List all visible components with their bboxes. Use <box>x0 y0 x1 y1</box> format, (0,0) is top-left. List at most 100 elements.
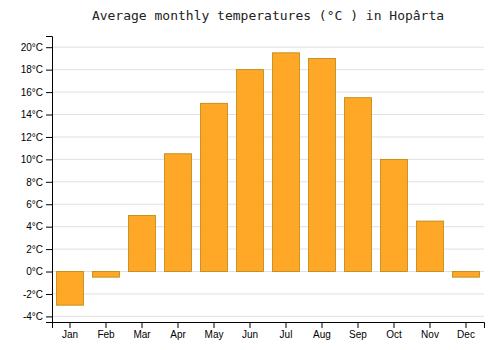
x-tick-label: Jul <box>280 329 293 340</box>
y-tick: 6°C <box>26 199 52 210</box>
y-tick: 8°C <box>26 177 52 188</box>
x-tick-mark <box>142 322 143 328</box>
x-tick-mark <box>358 322 359 328</box>
x-tick-mark <box>286 322 287 328</box>
y-axis-line <box>46 37 53 323</box>
y-tick: -4°C <box>23 311 52 322</box>
bar <box>273 53 300 272</box>
y-tick-mark <box>46 92 52 93</box>
x-tick-label: Dec <box>457 329 475 340</box>
x-tick: Oct <box>386 322 402 340</box>
y-tick-label: 12°C <box>21 132 43 143</box>
y-tick: 0°C <box>26 266 52 277</box>
y-tick: -2°C <box>23 289 52 300</box>
x-tick-mark <box>466 322 467 328</box>
y-tick-label: 4°C <box>26 221 43 232</box>
y-tick-label: 2°C <box>26 244 43 255</box>
bar <box>345 98 372 272</box>
y-tick: 4°C <box>26 221 52 232</box>
grid-line <box>52 181 484 182</box>
y-tick-mark <box>46 294 52 295</box>
x-tick-label: Oct <box>386 329 402 340</box>
y-tick-mark <box>46 47 52 48</box>
bars <box>57 53 480 305</box>
y-tick-label: 0°C <box>26 266 43 277</box>
y-tick: 18°C <box>21 64 52 75</box>
y-tick: 10°C <box>21 154 52 165</box>
y-tick: 16°C <box>21 87 52 98</box>
y-axis: -4°C -2°C 0°C 2°C 4°C 6°C 8°C 10°C 12°C 14°C 16°C 1… <box>21 37 53 323</box>
grid-line <box>52 204 484 205</box>
bar <box>93 272 120 278</box>
grid-line <box>52 69 484 70</box>
x-tick: Jan <box>62 322 78 340</box>
y-tick-label: -2°C <box>23 289 43 300</box>
x-tick-mark <box>250 322 251 328</box>
y-tick-mark <box>46 316 52 317</box>
x-tick: May <box>205 322 224 340</box>
x-tick: Nov <box>421 322 439 340</box>
x-tick: Jun <box>242 322 258 340</box>
x-tick: Aug <box>313 322 331 340</box>
x-tick-label: Sep <box>349 329 367 340</box>
x-tick-mark <box>70 322 71 328</box>
y-tick-label: 16°C <box>21 87 43 98</box>
y-tick: 14°C <box>21 109 52 120</box>
bar <box>417 221 444 271</box>
y-tick-label: 10°C <box>21 154 43 165</box>
y-tick-mark <box>46 159 52 160</box>
grid-line <box>52 47 484 48</box>
x-tick-label: Mar <box>133 329 151 340</box>
x-tick-mark <box>178 322 179 328</box>
bar <box>129 215 156 271</box>
grid-line <box>52 316 484 317</box>
y-tick: 12°C <box>21 132 52 143</box>
y-tick-label: 14°C <box>21 109 43 120</box>
x-tick-label: Nov <box>421 329 439 340</box>
grid <box>52 47 484 316</box>
y-tick-mark <box>46 272 52 273</box>
x-tick-mark <box>214 322 215 328</box>
bar <box>201 103 228 271</box>
y-tick-mark <box>46 204 52 205</box>
x-tick: Feb <box>97 322 115 340</box>
x-tick-label: Jan <box>62 329 78 340</box>
y-tick-mark <box>46 70 52 71</box>
grid-line <box>52 159 484 160</box>
x-tick-mark <box>106 322 107 328</box>
y-tick-label: 18°C <box>21 64 43 75</box>
x-tick-label: Apr <box>170 329 186 340</box>
x-tick: Sep <box>349 322 367 340</box>
x-tick-mark <box>394 322 395 328</box>
bar <box>237 70 264 272</box>
y-tick-label: 6°C <box>26 199 43 210</box>
y-tick-mark <box>46 137 52 138</box>
x-tick-mark <box>322 322 323 328</box>
y-tick: 20°C <box>21 42 52 53</box>
y-tick-mark <box>46 249 52 250</box>
grid-line <box>52 114 484 115</box>
x-tick: Dec <box>457 322 475 340</box>
x-tick-label: Jun <box>242 329 258 340</box>
bar <box>57 272 84 306</box>
chart: -4°C -2°C 0°C 2°C 4°C 6°C 8°C 10°C 12°C 14°C 16°C 1… <box>0 0 500 350</box>
y-tick-mark <box>46 115 52 116</box>
bar <box>381 159 408 271</box>
x-tick: Mar <box>133 322 151 340</box>
plot-area: -4°C -2°C 0°C 2°C 4°C 6°C 8°C 10°C 12°C 14°C 16°C 1… <box>21 37 485 341</box>
y-tick-mark <box>46 182 52 183</box>
bar <box>165 154 192 272</box>
bar <box>453 272 480 278</box>
grid-line <box>52 136 484 137</box>
y-tick-mark <box>46 227 52 228</box>
x-axis-line <box>53 323 485 329</box>
x-tick: Apr <box>170 322 186 340</box>
title: Average monthly temperatures (°C ) in Ho… <box>92 8 444 23</box>
y-tick-label: -4°C <box>23 311 43 322</box>
y-tick-label: 20°C <box>21 42 43 53</box>
grid-line <box>52 92 484 93</box>
x-tick-label: Aug <box>313 329 331 340</box>
y-tick-label: 8°C <box>26 177 43 188</box>
bar <box>309 58 336 271</box>
y-tick: 2°C <box>26 244 52 255</box>
